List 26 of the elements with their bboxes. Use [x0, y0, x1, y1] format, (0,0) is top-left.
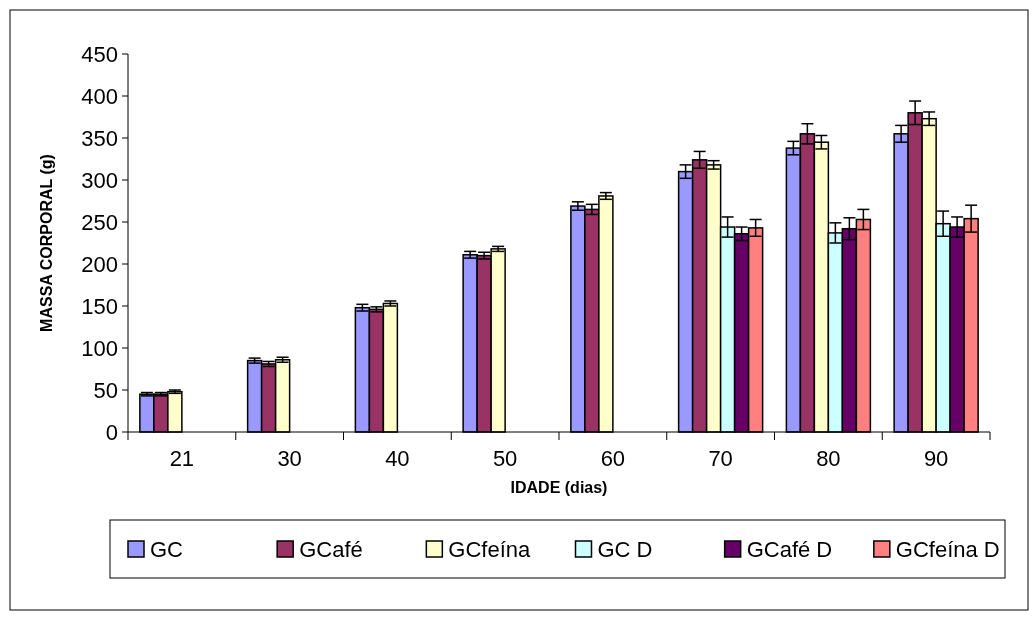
- y-tick-label: 200: [81, 251, 118, 277]
- y-tick-label: 100: [81, 335, 118, 361]
- x-tick-label: 70: [708, 446, 733, 471]
- x-tick-label: 30: [277, 446, 302, 471]
- y-tick-label: 450: [81, 41, 118, 67]
- y-tick-label: 400: [81, 83, 118, 109]
- legend-label: GCafé: [299, 536, 363, 562]
- y-tick-label: 150: [81, 293, 118, 319]
- x-tick-label: 21: [169, 446, 195, 471]
- y-tick-label: 50: [93, 377, 118, 403]
- legend-label: GCafé D: [746, 536, 833, 562]
- legend-label: GC: [150, 536, 184, 562]
- x-tick-label: 90: [923, 446, 949, 471]
- legend-label: GC D: [597, 536, 653, 562]
- x-tick-label: 50: [492, 446, 518, 471]
- y-tick-label: 350: [81, 125, 118, 151]
- y-axis-title: MASSA CORPORAL (g): [38, 154, 55, 332]
- y-tick-label: 250: [81, 209, 118, 235]
- legend-label: GCfeína: [448, 536, 532, 562]
- x-axis-title: IDADE (dias): [510, 479, 608, 496]
- x-tick-label: 40: [385, 446, 410, 471]
- y-tick-label: 300: [81, 167, 118, 193]
- x-tick-label: 80: [816, 446, 841, 471]
- x-tick-label: 60: [600, 446, 626, 471]
- legend-label: GCfeína D: [895, 536, 1000, 562]
- y-tick-label: 0: [105, 419, 118, 445]
